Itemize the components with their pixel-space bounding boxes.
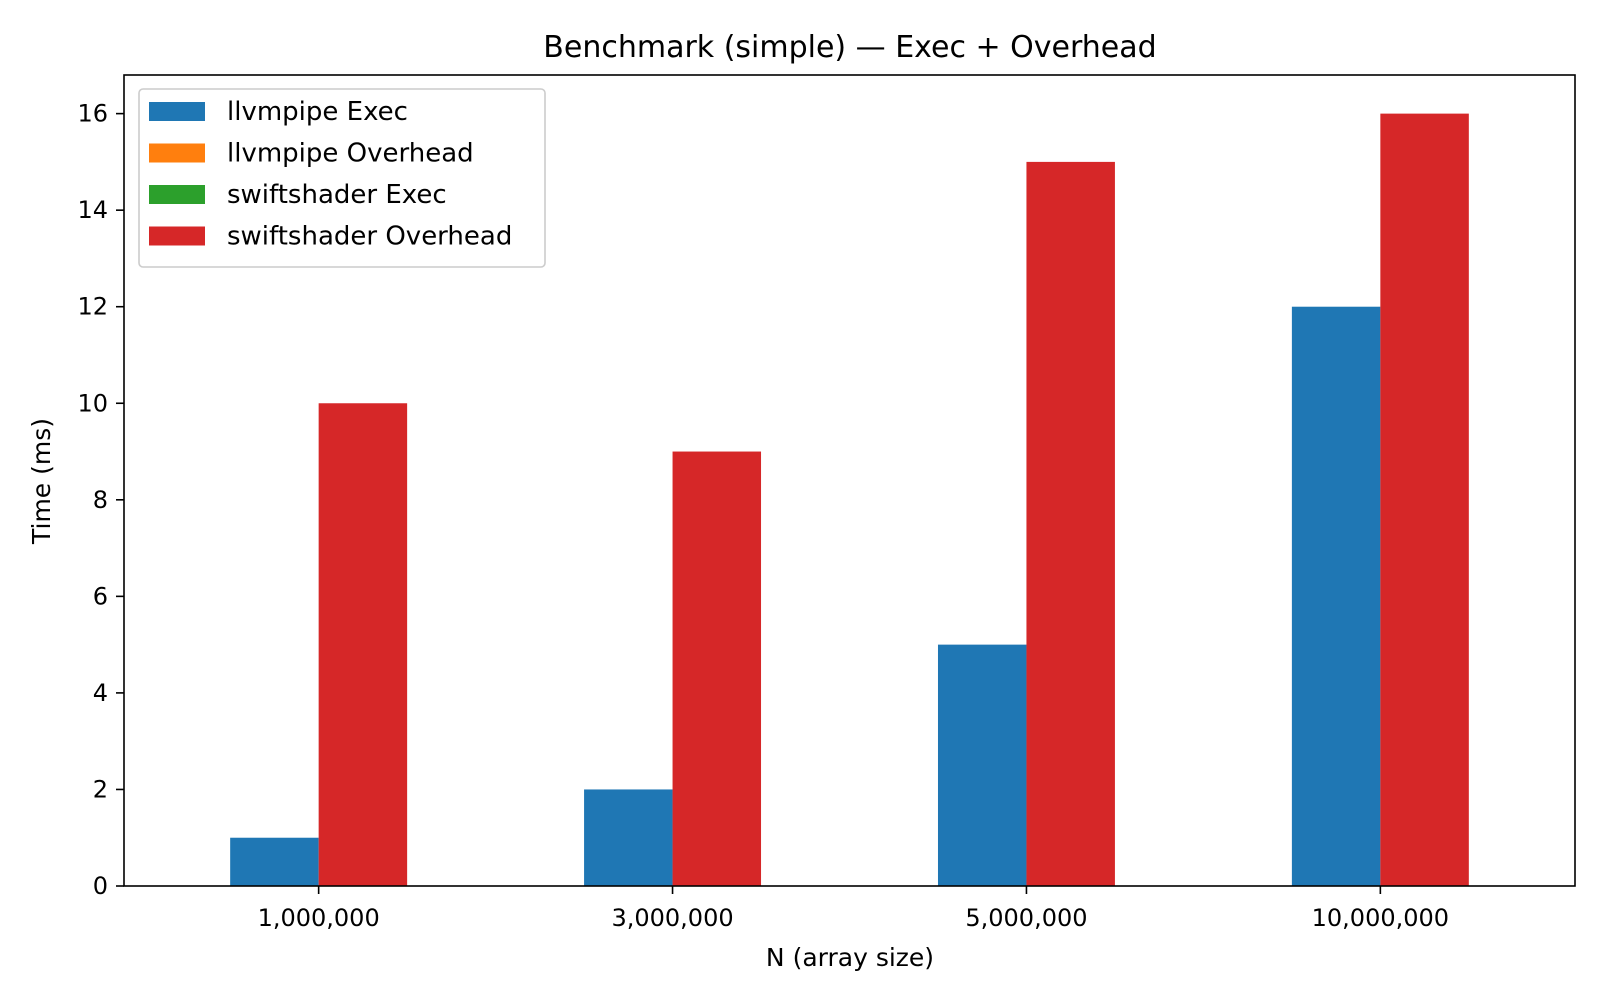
- bars-group: [230, 113, 1469, 887]
- x-tick-label: 5,000,000: [965, 904, 1087, 932]
- bar-swiftshader-overhead-1: [672, 451, 762, 886]
- bar-swiftshader-overhead-2: [1026, 161, 1115, 886]
- x-tick-label: 1,000,000: [258, 904, 380, 932]
- legend-frame: [138, 88, 546, 268]
- plot-frame: [123, 74, 1576, 887]
- y-tick-label: 0: [93, 872, 108, 900]
- legend-label: swiftshader Exec: [227, 180, 447, 210]
- bar-swiftshader-overhead-3: [1380, 113, 1469, 887]
- legend-swatch: [149, 226, 205, 246]
- bar-llvmpipe-exec-0: [230, 837, 319, 886]
- chart-title: Benchmark (simple) — Exec + Overhead: [543, 30, 1156, 65]
- y-tick-label: 16: [77, 100, 108, 128]
- bar-llvmpipe-exec-2: [937, 644, 1027, 886]
- x-tick-label: 10,000,000: [1312, 904, 1449, 932]
- x-tick-label: 3,000,000: [611, 904, 733, 932]
- y-tick-label: 4: [93, 679, 108, 707]
- y-tick-label: 2: [93, 775, 108, 803]
- legend-label: llvmpipe Overhead: [227, 139, 474, 169]
- legend-swatch: [149, 185, 205, 204]
- y-axis-ticks: 0 2 4 6 8 10 12 14 16: [77, 100, 124, 900]
- y-tick-label: 8: [93, 486, 108, 514]
- legend-label: swiftshader Overhead: [227, 222, 512, 252]
- legend-swatch: [149, 143, 205, 163]
- y-tick-label: 6: [93, 582, 108, 610]
- x-axis-ticks: 1,000,000 3,000,000 5,000,000 10,000,000: [258, 886, 1449, 932]
- bar-llvmpipe-exec-1: [584, 789, 673, 886]
- x-axis-label: N (array size): [766, 943, 934, 972]
- legend-swatch: [149, 102, 205, 121]
- bar-swiftshader-overhead-0: [318, 403, 408, 886]
- y-axis-label: Time (ms): [27, 418, 56, 545]
- legend: llvmpipe Exec llvmpipe Overhead swiftshade…: [138, 88, 546, 268]
- y-tick-label: 12: [77, 293, 108, 321]
- y-tick-label: 14: [77, 196, 108, 224]
- legend-label: llvmpipe Exec: [227, 97, 408, 127]
- y-tick-label: 10: [77, 389, 108, 417]
- bar-llvmpipe-exec-3: [1291, 306, 1381, 887]
